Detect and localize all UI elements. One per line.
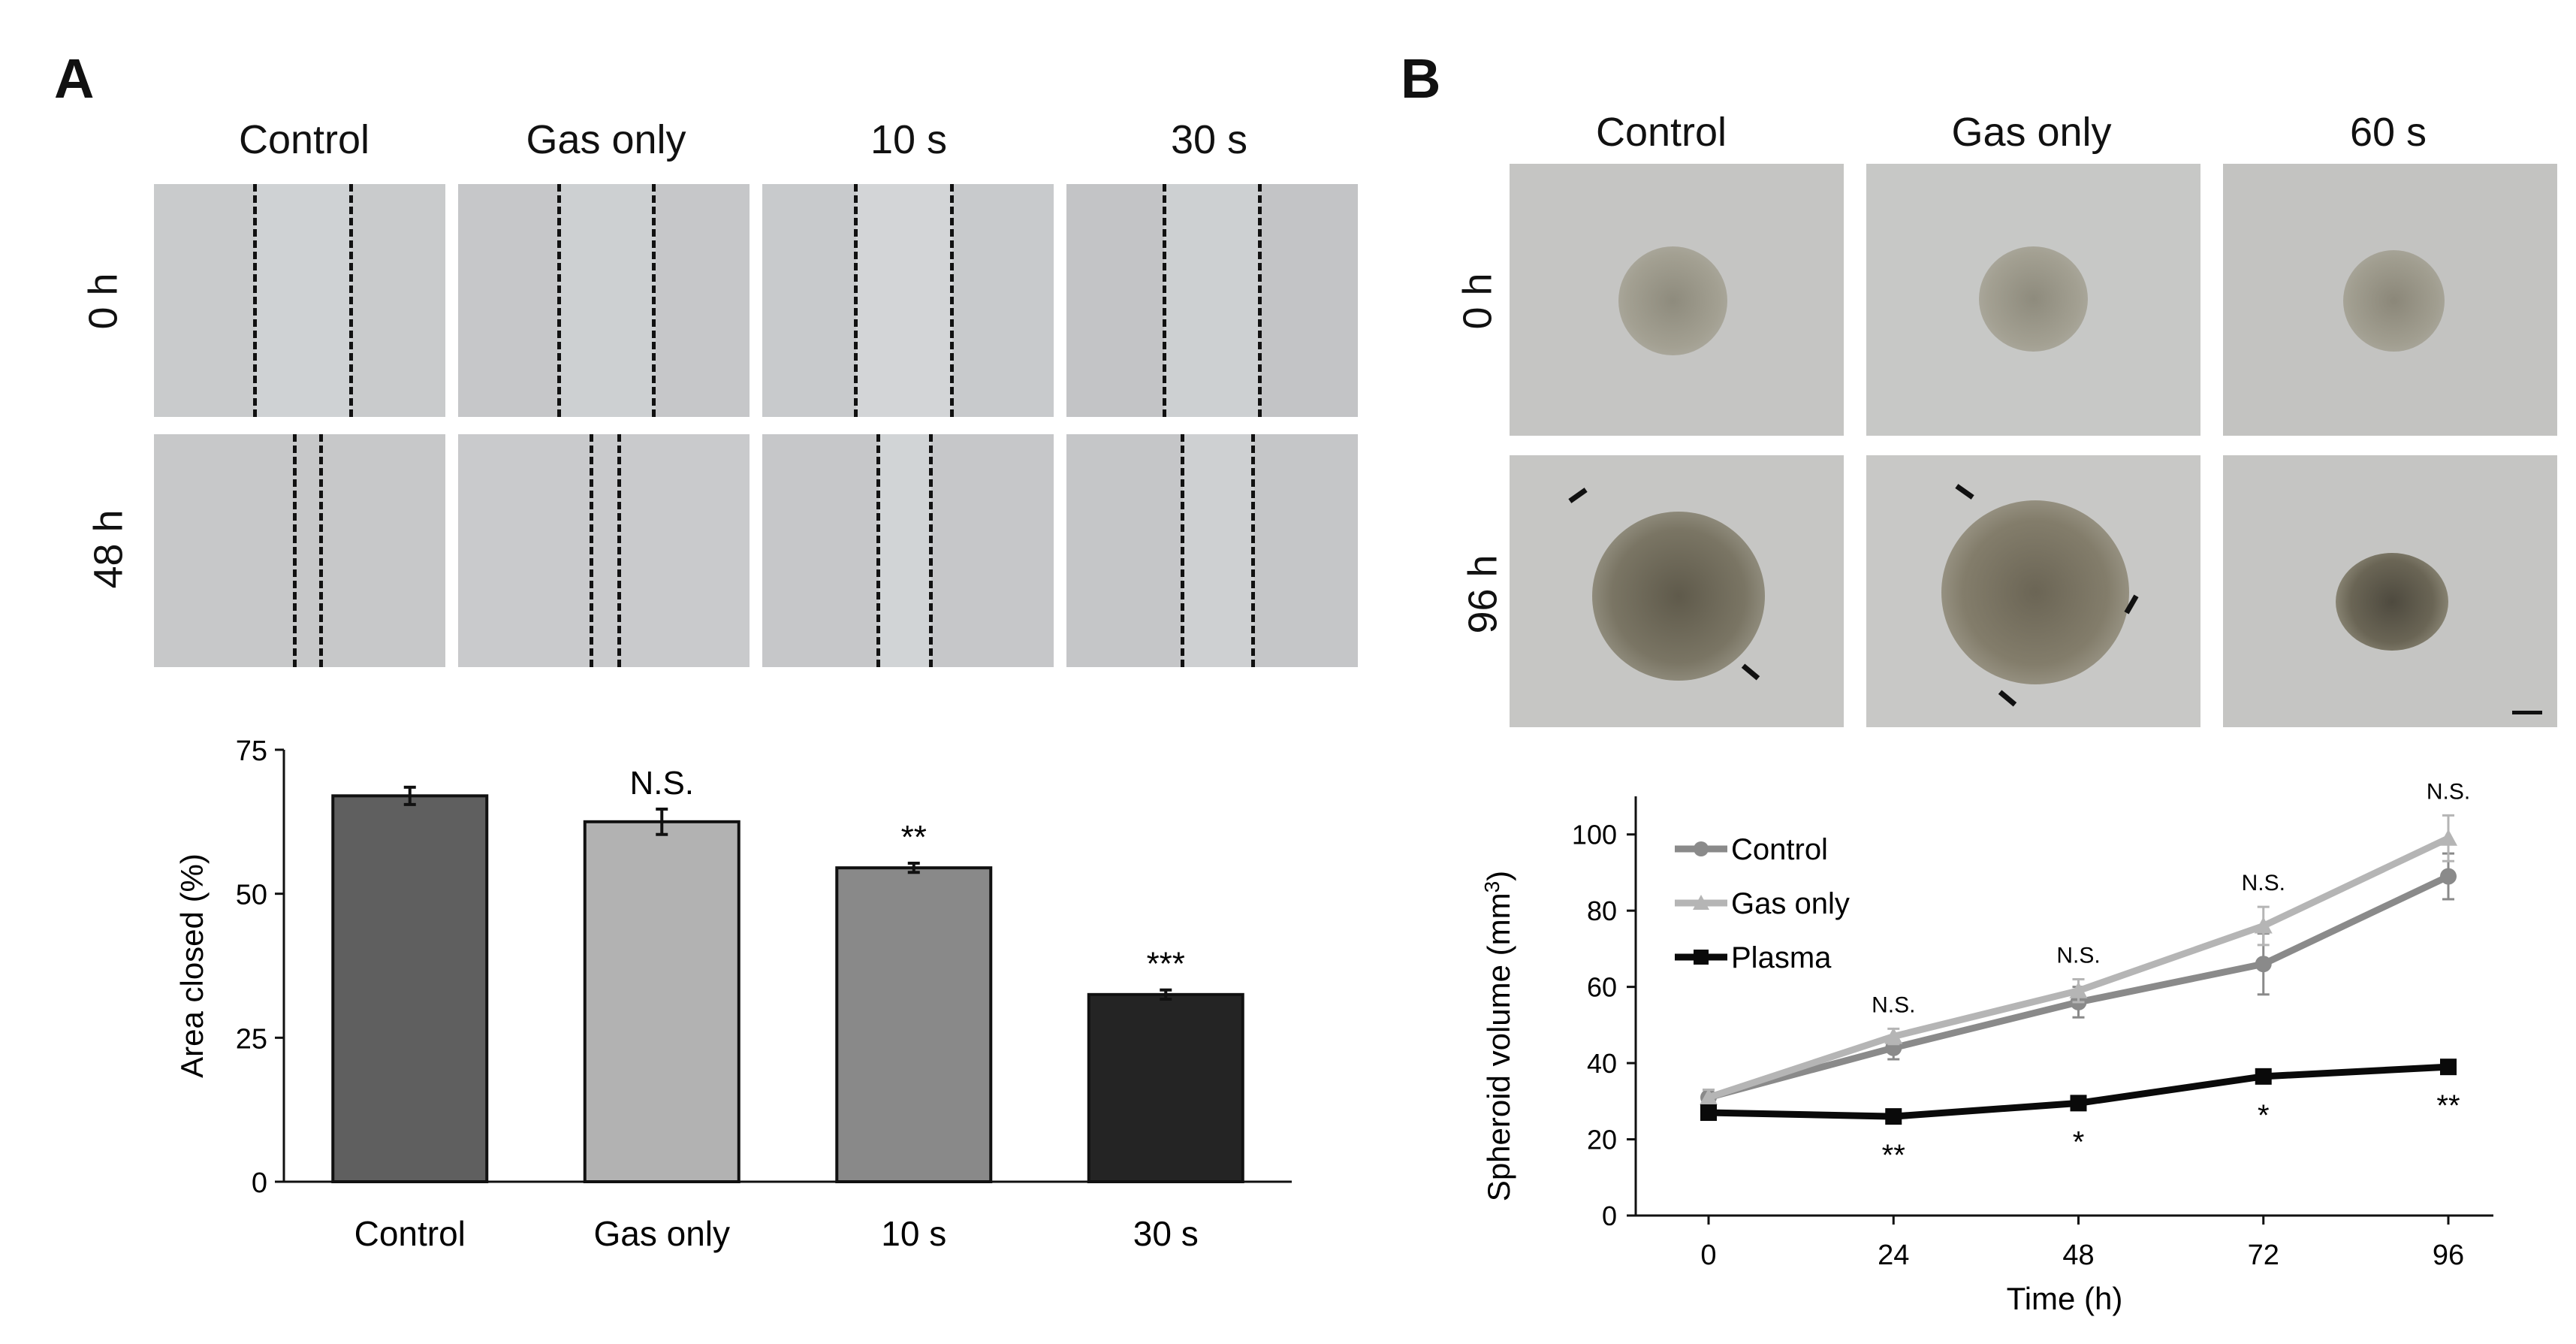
data-point <box>2439 829 2457 846</box>
significance-label-bottom: * <box>2073 1125 2085 1158</box>
bar-control <box>331 794 489 1184</box>
wound-image-30s-0h <box>1066 184 1358 417</box>
data-point <box>2254 917 2273 934</box>
panel-b-row-0h: 0 h <box>1455 273 1501 330</box>
panel-b-row-96h: 96 h <box>1460 554 1506 634</box>
wound-image-control-0h <box>154 184 445 417</box>
significance-label-top: N.S. <box>1872 992 1915 1017</box>
x-tick-label: 24 <box>1878 1240 1909 1271</box>
data-point <box>1884 1027 1903 1044</box>
panel-b-col-control: Control <box>1595 110 1727 155</box>
area-closed-bar-chart: 0 25 50 75 Area closed (%) Control Gas only N.S… <box>174 735 1292 1253</box>
wound-image-gas-48h <box>458 434 750 667</box>
data-point <box>2255 956 2272 973</box>
data-point <box>1885 1108 1902 1125</box>
significance-label-top: N.S. <box>2242 871 2285 895</box>
y-tick-label: 75 <box>236 735 267 767</box>
x-tick-label: 10 s <box>881 1214 946 1253</box>
data-point <box>2440 1059 2457 1076</box>
x-tick-label: 48 <box>2062 1240 2094 1271</box>
data-point <box>1700 1088 1718 1105</box>
spheroid-image-60s-96h <box>2223 455 2557 727</box>
data-point <box>2069 981 2088 998</box>
legend-label: Control <box>1731 833 1828 866</box>
data-point <box>2070 1095 2087 1112</box>
data-point <box>1700 1104 1717 1122</box>
legend-marker <box>1694 841 1709 856</box>
significance-label: ** <box>901 819 927 856</box>
significance-label-top: N.S. <box>2056 943 2100 968</box>
significance-label-top: N.S. <box>2427 779 2470 804</box>
legend-label: Gas only <box>1731 887 1850 920</box>
spheroid-image-control-96h <box>1510 455 1844 727</box>
y-tick-label: 40 <box>1587 1048 1617 1079</box>
wound-image-10s-48h <box>762 434 1054 667</box>
y-tick-label: 20 <box>1587 1125 1617 1155</box>
wound-image-gas-0h <box>458 184 750 417</box>
x-axis-title: Time (h) <box>2007 1281 2123 1316</box>
panel-b-col-60s: 60 s <box>2349 110 2427 155</box>
panel-a-col-30s: 30 s <box>1170 117 1248 162</box>
significance-label-bottom: ** <box>2436 1089 2460 1122</box>
data-point <box>2255 1068 2272 1085</box>
wound-image-10s-0h <box>762 184 1054 417</box>
significance-label: N.S. <box>629 765 694 802</box>
bar-10-s <box>835 866 993 1184</box>
x-tick-label: Control <box>354 1214 466 1253</box>
y-tick-label: 0 <box>252 1167 267 1199</box>
y-tick-label: 50 <box>236 880 267 911</box>
y-tick-label: 0 <box>1602 1201 1617 1231</box>
spheroid-image-control-0h <box>1510 164 1844 436</box>
data-point <box>2440 868 2457 885</box>
significance-label-bottom: * <box>2258 1099 2270 1132</box>
y-axis-title: Spheroid volume (mm3) <box>1480 871 1516 1201</box>
wound-image-30s-48h <box>1066 434 1358 667</box>
panel-a-col-10s: 10 s <box>870 117 948 162</box>
y-tick-label: 25 <box>236 1023 267 1055</box>
spheroid-image-60s-0h <box>2223 164 2557 436</box>
bar-gas-only <box>583 820 741 1183</box>
wound-image-control-48h <box>154 434 445 667</box>
y-axis-title: Area closed (%) <box>174 853 210 1078</box>
panel-a-row-0h: 0 h <box>80 273 126 330</box>
panel-a-col-control: Control <box>238 117 370 162</box>
panel-a-letter: A <box>54 47 95 110</box>
x-tick-label: 30 s <box>1133 1214 1199 1253</box>
legend-marker <box>1694 950 1709 965</box>
spheroid-image-gas-96h <box>1866 455 2200 727</box>
y-tick-label: 80 <box>1587 895 1617 926</box>
bar-30-s <box>1087 992 1244 1184</box>
panel-a-row-48h: 48 h <box>86 509 131 589</box>
x-tick-label: 72 <box>2248 1240 2279 1271</box>
significance-label-bottom: ** <box>1882 1139 1905 1172</box>
legend-marker <box>1693 895 1709 910</box>
x-tick-label: 0 <box>1700 1240 1716 1271</box>
spheroid-image-gas-0h <box>1866 164 2200 436</box>
y-tick-label: 100 <box>1572 820 1617 850</box>
significance-label: *** <box>1147 946 1185 983</box>
spheroid-volume-line-chart: 0 20 40 60 80 100 0 24 48 72 96 Time (h) Spheroid vo… <box>1480 779 2493 1316</box>
x-tick-label: Gas only <box>593 1214 730 1253</box>
legend-label: Plasma <box>1731 941 1832 974</box>
x-tick-label: 96 <box>2433 1240 2464 1271</box>
panel-b-letter: B <box>1401 47 1441 110</box>
panel-b-col-gas-only: Gas only <box>1951 110 2112 155</box>
scale-bar <box>2512 711 2542 714</box>
panel-a-col-gas-only: Gas only <box>526 117 686 162</box>
y-tick-label: 60 <box>1587 972 1617 1003</box>
